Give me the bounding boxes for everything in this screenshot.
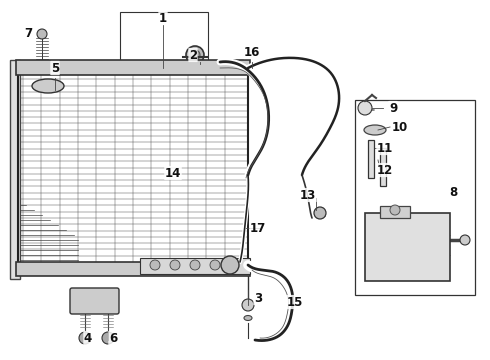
Text: 13: 13 — [300, 189, 316, 202]
Bar — [355, 100, 475, 295]
Circle shape — [460, 235, 470, 245]
Ellipse shape — [32, 79, 64, 93]
Text: 10: 10 — [392, 121, 408, 134]
Circle shape — [242, 299, 254, 311]
Circle shape — [186, 46, 204, 64]
Bar — [16, 60, 250, 75]
Bar — [16, 262, 250, 276]
Text: 6: 6 — [109, 332, 117, 345]
Ellipse shape — [364, 125, 386, 135]
Bar — [140, 258, 250, 274]
Text: 5: 5 — [51, 62, 59, 75]
Circle shape — [150, 260, 160, 270]
Circle shape — [170, 260, 180, 270]
Bar — [365, 213, 450, 281]
Bar — [10, 60, 20, 279]
Bar — [368, 140, 374, 178]
Text: 16: 16 — [244, 45, 260, 59]
Text: 14: 14 — [165, 166, 181, 180]
Text: 3: 3 — [254, 292, 262, 305]
Circle shape — [79, 332, 91, 344]
FancyBboxPatch shape — [70, 288, 119, 314]
Text: 7: 7 — [24, 27, 32, 40]
Text: 11: 11 — [377, 141, 393, 154]
Circle shape — [221, 256, 239, 274]
Circle shape — [210, 260, 220, 270]
Circle shape — [358, 101, 372, 115]
Text: 2: 2 — [189, 49, 197, 62]
Circle shape — [190, 260, 200, 270]
Circle shape — [190, 50, 200, 60]
Bar — [190, 64, 200, 72]
Ellipse shape — [244, 315, 252, 320]
Text: 4: 4 — [84, 332, 92, 345]
Circle shape — [102, 332, 114, 344]
Text: 9: 9 — [389, 102, 397, 114]
Text: 12: 12 — [377, 163, 393, 176]
Bar — [380, 148, 386, 186]
Circle shape — [227, 260, 237, 270]
Text: 15: 15 — [287, 296, 303, 309]
Bar — [120, 12, 208, 67]
Bar — [18, 70, 248, 265]
Text: 1: 1 — [159, 12, 167, 24]
Circle shape — [390, 205, 400, 215]
Text: 17: 17 — [250, 221, 266, 234]
Circle shape — [37, 29, 47, 39]
Bar — [380, 206, 410, 218]
Circle shape — [314, 207, 326, 219]
Text: 8: 8 — [449, 185, 457, 198]
